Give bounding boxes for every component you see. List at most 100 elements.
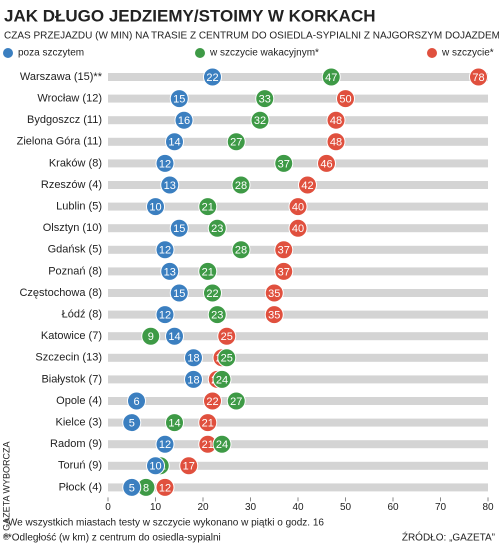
row-band (108, 245, 488, 254)
dot (207, 218, 227, 238)
dot (336, 89, 355, 109)
row-band (108, 418, 488, 427)
dot (198, 261, 218, 281)
data-label: 5 (129, 482, 135, 494)
dot (146, 456, 165, 476)
dot (165, 326, 184, 346)
dot (226, 391, 246, 411)
x-tick-label: 40 (292, 502, 304, 513)
data-label: 25 (221, 353, 233, 365)
y-tick-label: Łódź (8) (62, 309, 102, 321)
data-label: 35 (268, 310, 280, 322)
y-tick-label: Olsztyn (10) (43, 222, 102, 234)
legend-label: w szczycie wakacyjnym* (209, 48, 319, 59)
dot (207, 305, 227, 325)
data-label: 22 (206, 396, 218, 408)
dot (203, 283, 222, 303)
data-label: 18 (187, 374, 199, 386)
data-label: 50 (339, 94, 351, 106)
dot (169, 89, 189, 109)
dot (155, 240, 175, 260)
data-label: 22 (206, 72, 218, 84)
row-band (108, 310, 488, 319)
data-label: 12 (159, 245, 171, 257)
x-tick-label: 0 (105, 502, 111, 513)
row-band (108, 159, 488, 168)
dot (160, 175, 180, 195)
data-label: 16 (178, 115, 190, 127)
chart-title: JAK DŁUGO JEDZIEMY/STOIMY W KORKACH (4, 6, 376, 25)
dot (122, 413, 142, 433)
dot (250, 110, 270, 130)
dot (165, 413, 184, 433)
dot (298, 175, 317, 195)
data-label: 12 (159, 439, 171, 451)
data-label: 14 (168, 418, 180, 430)
dot (174, 110, 194, 130)
data-label: 24 (216, 439, 228, 451)
data-label: 21 (202, 202, 214, 214)
data-label: 5 (129, 418, 135, 430)
row-band (108, 397, 488, 405)
dot (127, 391, 146, 411)
data-label: 8 (143, 482, 149, 494)
x-tick-label: 50 (340, 502, 352, 513)
data-label: 13 (164, 180, 176, 192)
y-tick-label: Kielce (3) (56, 417, 102, 429)
y-tick-label: Płock (4) (59, 481, 102, 493)
dot (198, 413, 218, 433)
dot (169, 283, 189, 303)
data-label: 12 (159, 482, 171, 494)
dot (288, 197, 308, 217)
data-label: 78 (472, 72, 484, 84)
legend-marker (3, 48, 13, 58)
dot (146, 197, 165, 217)
data-label: 10 (149, 461, 161, 473)
data-label: 14 (168, 137, 180, 149)
y-tick-label: Rzeszów (4) (41, 179, 102, 191)
dot (274, 261, 294, 281)
chart-subtitle: CZAS PRZEJAZDU (W MIN) NA TRASIE Z CENTR… (4, 31, 499, 42)
y-tick-label: Zielona Góra (11) (17, 136, 102, 148)
data-label: 17 (183, 461, 195, 473)
data-label: 12 (159, 158, 171, 170)
legend-label: poza szczytem (18, 48, 84, 59)
data-label: 48 (330, 115, 342, 127)
x-tick-label: 70 (435, 502, 447, 513)
row-band (108, 267, 488, 276)
data-label: 9 (148, 331, 154, 343)
data-label: 37 (278, 158, 290, 170)
data-label: 25 (221, 331, 233, 343)
x-tick-label: 20 (197, 502, 209, 513)
y-tick-label: Gdańsk (5) (48, 244, 102, 256)
y-tick-label: Wrocław (12) (37, 93, 102, 105)
row-band (108, 461, 488, 470)
data-label: 10 (149, 202, 161, 214)
dot (179, 456, 199, 476)
dot (169, 218, 189, 238)
data-label: 14 (168, 331, 180, 343)
row-band (108, 289, 488, 297)
credit: © GAZETA WYBORCZA (1, 442, 11, 540)
dot (326, 110, 346, 130)
y-tick-label: Toruń (9) (58, 460, 102, 472)
dot (321, 67, 341, 87)
y-tick-label: Białystok (7) (41, 373, 102, 385)
dot (274, 240, 294, 260)
data-label: 40 (292, 223, 304, 235)
dot (231, 175, 251, 195)
dot (203, 391, 222, 411)
dot (317, 153, 336, 173)
data-label: 22 (206, 288, 218, 300)
data-label: 28 (235, 245, 247, 257)
row-band (108, 332, 488, 341)
data-label: 13 (164, 266, 176, 278)
data-label: 42 (301, 180, 313, 192)
dot (160, 261, 180, 281)
y-tick-label: Szczecin (13) (35, 352, 102, 364)
y-tick-label: Kraków (8) (49, 157, 102, 169)
data-label: 37 (278, 245, 290, 257)
data-label: 33 (259, 94, 271, 106)
data-label: 28 (235, 180, 247, 192)
